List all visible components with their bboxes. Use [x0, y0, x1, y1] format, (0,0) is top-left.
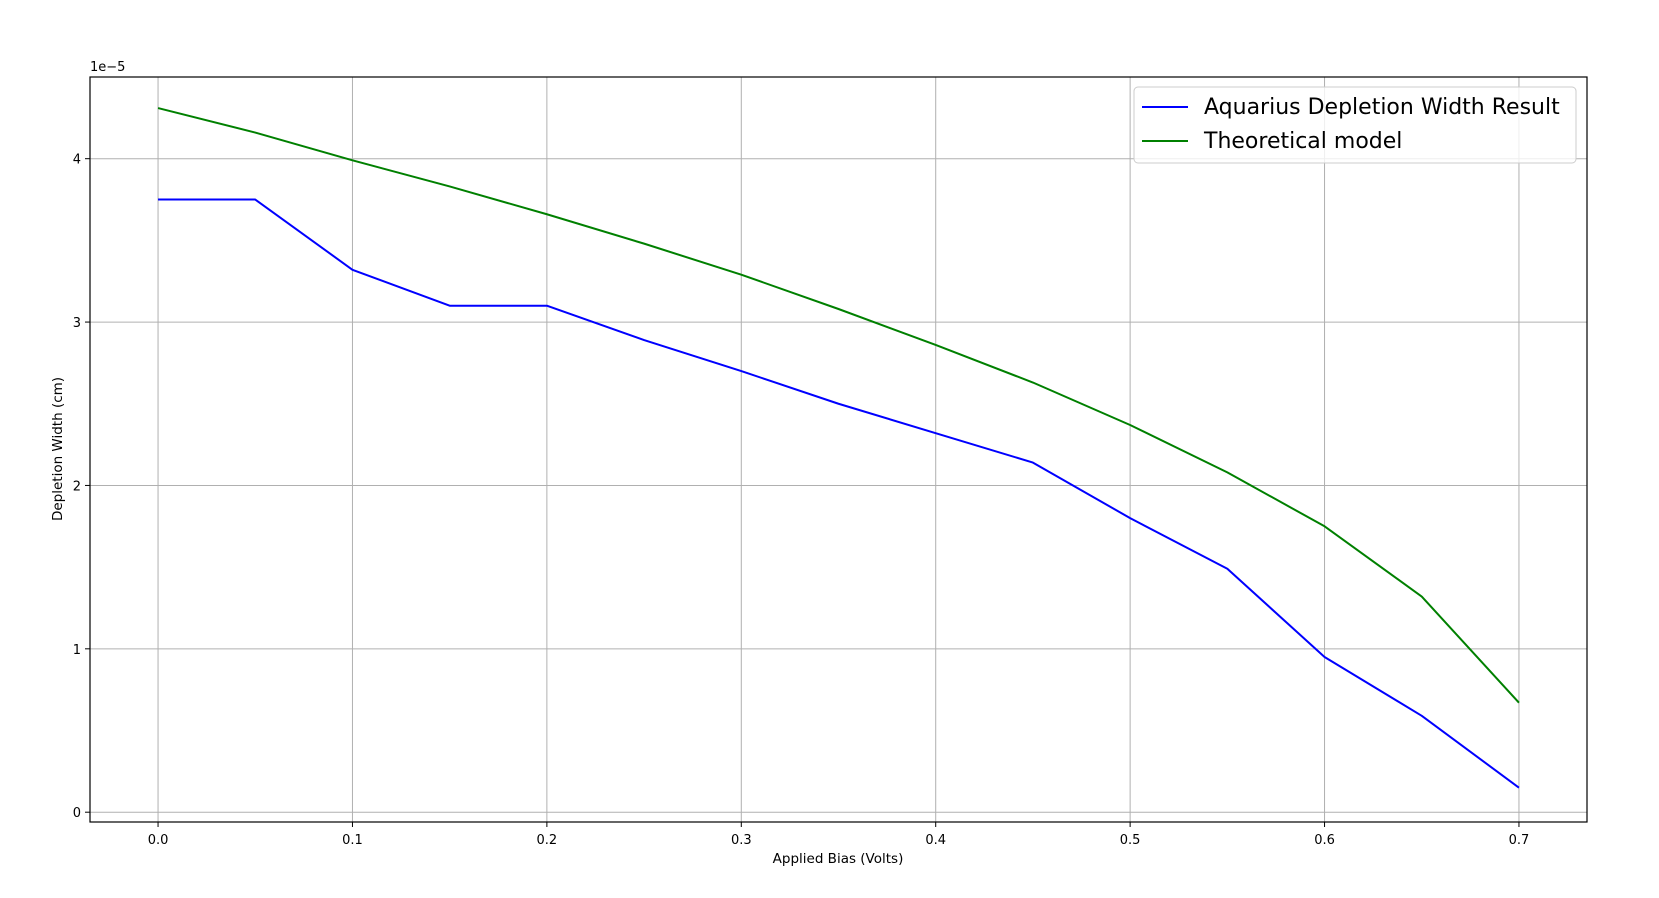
legend-label-theoretical: Theoretical model	[1203, 129, 1402, 154]
y-tick-label: 3	[73, 316, 81, 331]
x-tick-label: 0.4	[925, 833, 946, 848]
y-tick-label: 2	[73, 479, 81, 494]
legend: Aquarius Depletion Width Result Theoreti…	[1133, 86, 1577, 164]
y-axis-label: Depletion Width (cm)	[50, 377, 66, 521]
plot-frame	[89, 76, 1588, 823]
x-tick-label: 0.7	[1509, 833, 1530, 848]
data-series	[157, 107, 1520, 789]
x-tick-label: 0.2	[537, 833, 558, 848]
y-tick-label: 4	[73, 153, 81, 168]
legend-label-aquarius: Aquarius Depletion Width Result	[1204, 95, 1560, 120]
y-offset-label: 1e−5	[90, 60, 125, 75]
x-tick-label: 0.3	[731, 833, 752, 848]
series-line-theoretical	[157, 107, 1520, 704]
x-tick-label: 0.0	[148, 833, 169, 848]
series-line-aquarius	[158, 198, 1520, 789]
x-tick-label: 0.1	[342, 833, 363, 848]
y-tick-label: 1	[73, 643, 81, 658]
y-tick-label: 0	[73, 806, 81, 821]
x-tick-label: 0.6	[1314, 833, 1335, 848]
axis-ticks: 0.0 0.1 0.2 0.3 0.4 0.5 0.6 0.7 0 1 2 3 4	[73, 153, 1530, 848]
legend-box	[1133, 86, 1577, 164]
grid	[90, 77, 1587, 822]
x-tick-label: 0.5	[1120, 833, 1141, 848]
x-axis-label: Applied Bias (Volts)	[773, 851, 904, 867]
